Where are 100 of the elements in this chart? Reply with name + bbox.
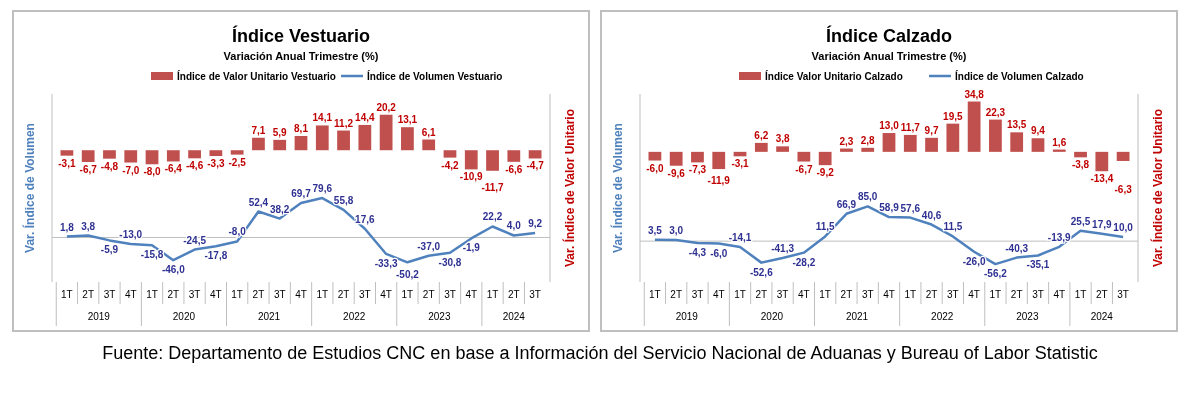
bar	[1116, 151, 1130, 161]
x-tick-label: 4T	[210, 289, 222, 300]
chart-subtitle: Variación Anual Trimestre (%)	[223, 50, 379, 62]
x-tick-label: 3T	[103, 289, 116, 300]
text: 2024	[502, 311, 526, 322]
y2-axis-title: Var. Índice de Valor Unitario	[562, 108, 577, 268]
x-tick-label: 1T	[316, 289, 329, 300]
x-tick-label: 2T	[670, 289, 683, 300]
y-axis-title: Var. Índice de Volumen	[22, 123, 37, 253]
data-label: -6,7	[79, 164, 98, 175]
x-tick-label: 2T	[1095, 289, 1108, 300]
bar	[669, 151, 683, 166]
data-label: 11,5	[815, 221, 836, 233]
bar	[443, 150, 457, 158]
data-label: -6,0	[710, 247, 728, 259]
data-label: 17,9	[1092, 218, 1112, 230]
text: 2022	[343, 311, 366, 322]
bar	[124, 150, 138, 163]
bar	[967, 101, 981, 152]
y2-axis-title: Var. Índice de Valor Unitario	[1150, 108, 1165, 268]
data-label: 14,1	[312, 112, 333, 124]
chart-title: Índice Vestuario	[231, 25, 371, 46]
data-label: 9,7	[924, 124, 939, 136]
data-label: 7,1	[251, 124, 266, 136]
bar	[294, 135, 308, 151]
x-tick-label: 1T	[649, 289, 661, 300]
bar	[273, 139, 287, 151]
bar	[166, 150, 180, 162]
data-label: 34,8	[964, 88, 985, 100]
bar	[989, 119, 1002, 152]
data-label: 3,8	[81, 220, 96, 232]
data-label: -17,8	[204, 250, 228, 262]
data-label: 11,7	[900, 121, 921, 133]
x-tick-label: 2T	[82, 289, 95, 300]
data-label: -56,2	[984, 268, 1008, 280]
data-label: -10,9	[459, 171, 484, 183]
data-label: -11,9	[707, 175, 731, 187]
x-tick-label: 1T	[486, 289, 499, 300]
bar	[1031, 138, 1045, 152]
data-label: 22,3	[985, 106, 1006, 118]
x-tick-label: 1T	[734, 289, 746, 300]
data-label: 1,6	[1052, 136, 1067, 148]
data-label: -3,1	[58, 157, 76, 169]
chart-title: Índice Calzado	[825, 25, 953, 46]
data-label: 11,5	[943, 221, 963, 233]
bar	[464, 150, 478, 170]
x-tick-label: 1T	[989, 289, 1002, 300]
text: 2021	[845, 311, 869, 322]
data-label: -41,3	[771, 243, 795, 255]
data-label: 13,1	[397, 114, 418, 126]
data-label: 11,2	[334, 117, 354, 129]
legend-label: Índice Valor Unitario Calzado	[765, 70, 903, 82]
x-tick-label: 4T	[798, 289, 810, 300]
bar	[840, 148, 853, 152]
data-label: -6,0	[646, 162, 664, 174]
bar	[401, 127, 414, 151]
data-label: -5,9	[100, 244, 119, 256]
bar	[60, 150, 74, 156]
data-label: 3,0	[669, 224, 684, 236]
x-tick-label: 4T	[1053, 289, 1066, 300]
x-tick-label: 1T	[146, 289, 158, 300]
data-label: -28,2	[792, 256, 816, 268]
legend-label: Índice de Volumen Calzado	[955, 70, 1084, 82]
bar	[691, 151, 704, 163]
data-label: -3,1	[731, 158, 750, 170]
data-label: -6,4	[164, 163, 183, 175]
x-tick-label: 3T	[359, 289, 371, 300]
bar	[486, 150, 499, 171]
data-label: -13,9	[1047, 231, 1072, 243]
text: 2022	[931, 311, 954, 322]
bar	[1010, 132, 1024, 152]
y-axis-title: Var. Índice de Volumen	[610, 123, 625, 253]
data-label: 1,8	[59, 221, 75, 233]
x-tick-label: 1T	[231, 289, 243, 300]
x-tick-label: 2T	[252, 289, 265, 300]
x-tick-label: 2T	[422, 289, 435, 300]
bar	[81, 150, 95, 162]
bar	[230, 150, 244, 155]
x-tick-label: 4T	[968, 289, 980, 300]
data-label: -9,2	[816, 167, 835, 179]
data-label: -4,3	[688, 246, 707, 258]
x-tick-label: 3T	[861, 289, 874, 300]
bar	[422, 139, 436, 151]
bar	[379, 114, 393, 151]
bar	[209, 150, 223, 157]
x-tick-label: 2T	[507, 289, 520, 300]
x-tick-label: 3T	[444, 289, 456, 300]
bar	[103, 150, 116, 159]
data-label: -7,3	[688, 164, 707, 176]
data-label: 85,0	[857, 191, 878, 203]
bar	[712, 151, 726, 170]
data-label: -15,8	[140, 249, 164, 261]
text: 2020	[760, 311, 784, 322]
data-label: 55,8	[333, 194, 354, 206]
text: 2021	[257, 311, 281, 322]
text: 2020	[172, 311, 196, 322]
bar	[903, 134, 917, 152]
data-label: -1,9	[462, 242, 481, 254]
data-label: -33,3	[374, 257, 398, 269]
data-label: 52,4	[248, 196, 269, 208]
